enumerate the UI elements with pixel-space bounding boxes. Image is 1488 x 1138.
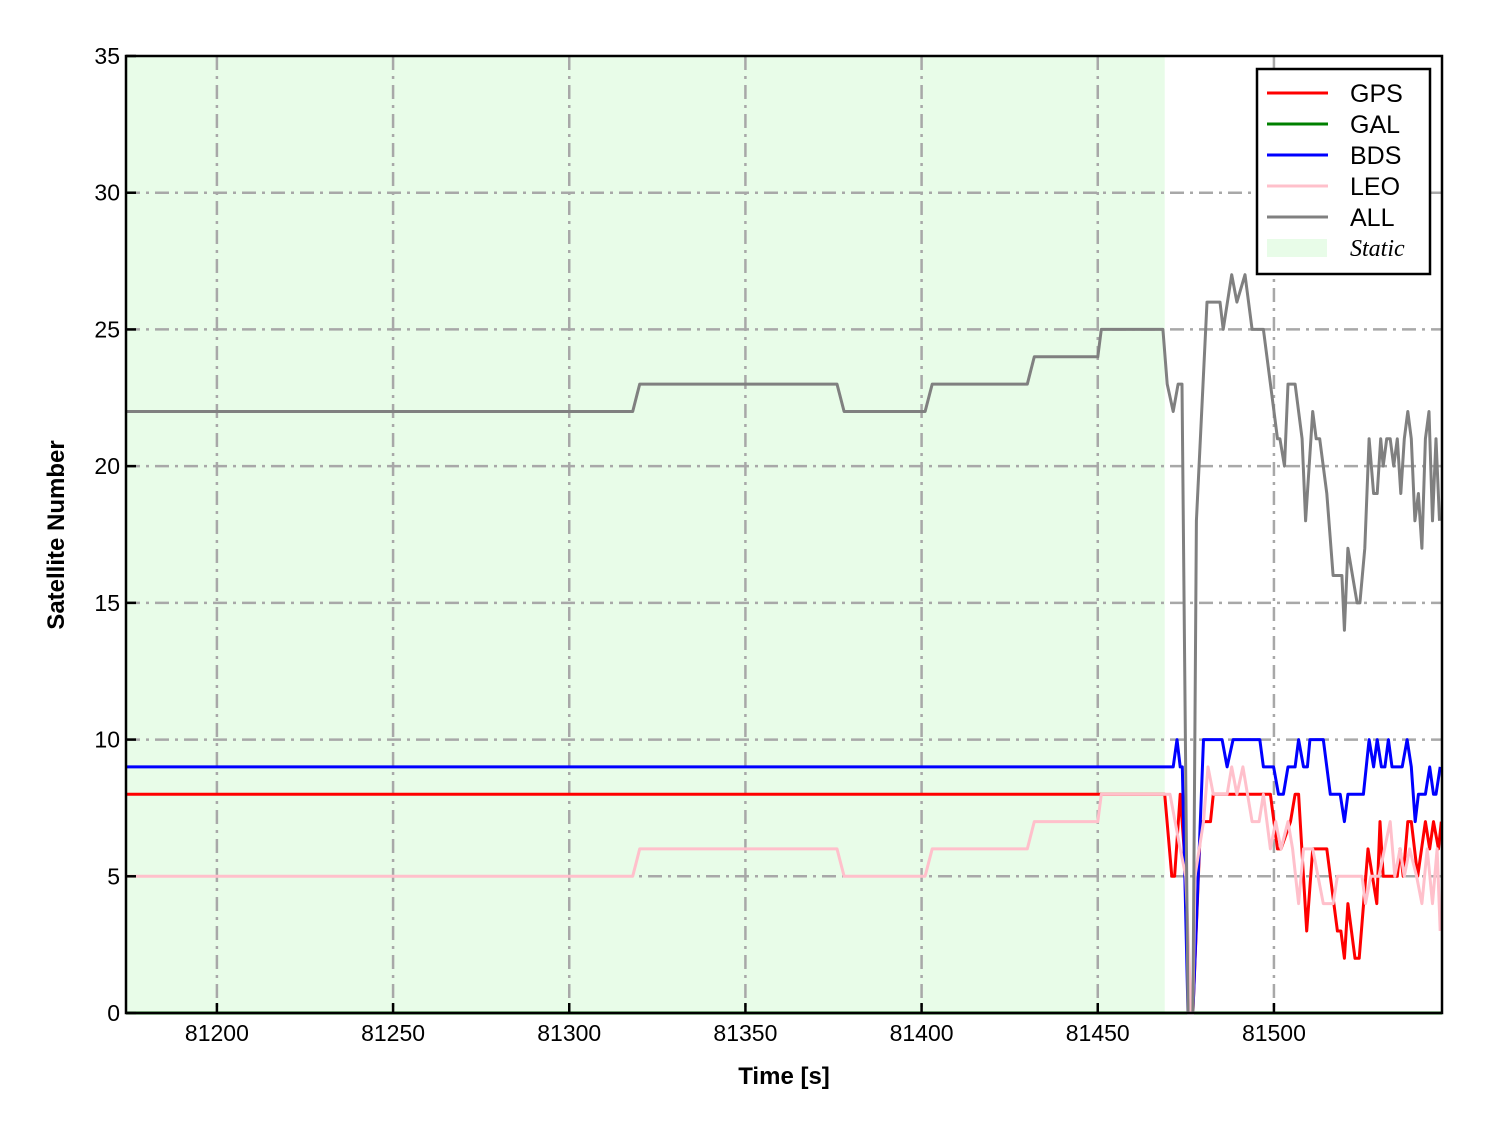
y-axis-label: Satellite Number [43, 440, 70, 629]
x-tick-label: 81250 [361, 1020, 425, 1046]
plot-frame [124, 54, 1444, 1015]
y-tick-label: 30 [94, 180, 120, 206]
y-tick-label: 35 [94, 43, 120, 69]
x-tick-label: 81200 [185, 1020, 249, 1046]
series-line-bds [126, 738, 1442, 1015]
legend-label-all: ALL [1350, 204, 1395, 232]
legend-label-gal: GAL [1350, 111, 1400, 139]
y-tick-label: 15 [94, 590, 120, 616]
legend: GPS GAL BDS LEO ALL Static [1255, 67, 1432, 276]
legend-label-static: Static [1350, 236, 1405, 262]
x-tick-label: 81500 [1242, 1020, 1306, 1046]
legend-swatch-static [1267, 239, 1327, 257]
legend-label-leo: LEO [1350, 173, 1400, 201]
legend-label-gps: GPS [1350, 80, 1403, 108]
series-line-all [126, 273, 1441, 1015]
x-tick-label: 81400 [890, 1020, 954, 1046]
y-tick-label: 10 [94, 727, 120, 753]
static-region [126, 56, 1165, 1013]
x-tick-label: 81450 [1066, 1020, 1130, 1046]
x-tick-label: 81350 [713, 1020, 777, 1046]
y-tick-label: 20 [94, 453, 120, 479]
y-tick-label: 5 [107, 863, 120, 889]
series-line-leo [126, 765, 1442, 1015]
x-tick-label: 81300 [537, 1020, 601, 1046]
y-tick-label: 25 [94, 316, 120, 342]
legend-label-bds: BDS [1350, 142, 1401, 170]
x-axis-label: Time [s] [738, 1063, 830, 1090]
y-tick-label: 0 [107, 1000, 120, 1026]
